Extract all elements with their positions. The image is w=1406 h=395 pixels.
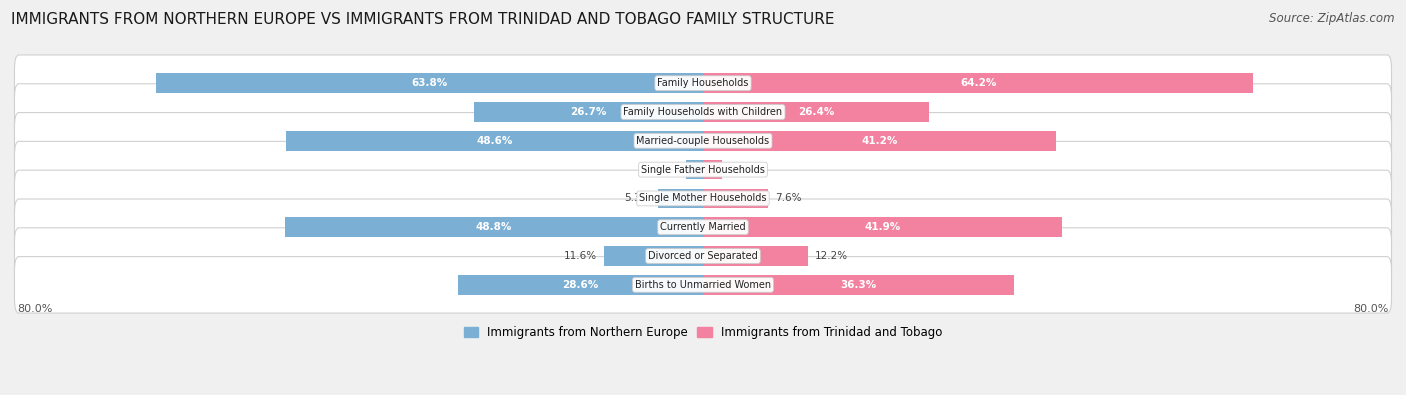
Bar <box>703 189 768 208</box>
Bar <box>703 246 807 266</box>
Text: 80.0%: 80.0% <box>17 304 52 314</box>
Bar <box>474 102 703 122</box>
Bar <box>703 217 1063 237</box>
Bar <box>284 217 703 237</box>
Text: 48.6%: 48.6% <box>477 136 513 146</box>
Text: 2.0%: 2.0% <box>652 165 679 175</box>
Text: 26.7%: 26.7% <box>571 107 607 117</box>
Text: Source: ZipAtlas.com: Source: ZipAtlas.com <box>1270 12 1395 25</box>
Text: 41.9%: 41.9% <box>865 222 901 232</box>
Text: Single Father Households: Single Father Households <box>641 165 765 175</box>
Bar <box>703 131 1056 150</box>
FancyBboxPatch shape <box>14 199 1392 256</box>
Text: Family Households with Children: Family Households with Children <box>623 107 783 117</box>
Text: 26.4%: 26.4% <box>799 107 834 117</box>
FancyBboxPatch shape <box>14 141 1392 198</box>
Text: 7.6%: 7.6% <box>775 194 801 203</box>
Text: Family Households: Family Households <box>658 78 748 88</box>
Bar <box>703 73 1254 93</box>
Text: 41.2%: 41.2% <box>862 136 898 146</box>
FancyBboxPatch shape <box>14 170 1392 227</box>
Bar <box>458 275 703 295</box>
Text: Married-couple Households: Married-couple Households <box>637 136 769 146</box>
FancyBboxPatch shape <box>14 257 1392 313</box>
Bar <box>287 131 703 150</box>
Text: 48.8%: 48.8% <box>475 222 512 232</box>
Bar <box>686 160 703 179</box>
Bar <box>156 73 703 93</box>
Bar <box>658 189 703 208</box>
Text: 2.2%: 2.2% <box>728 165 755 175</box>
FancyBboxPatch shape <box>14 84 1392 140</box>
Text: 63.8%: 63.8% <box>412 78 447 88</box>
Text: IMMIGRANTS FROM NORTHERN EUROPE VS IMMIGRANTS FROM TRINIDAD AND TOBAGO FAMILY ST: IMMIGRANTS FROM NORTHERN EUROPE VS IMMIG… <box>11 12 835 27</box>
Bar <box>603 246 703 266</box>
Text: 5.3%: 5.3% <box>624 194 651 203</box>
Text: 64.2%: 64.2% <box>960 78 997 88</box>
FancyBboxPatch shape <box>14 113 1392 169</box>
Bar <box>703 160 721 179</box>
Text: 11.6%: 11.6% <box>564 251 596 261</box>
Bar <box>703 275 1014 295</box>
FancyBboxPatch shape <box>14 228 1392 284</box>
Legend: Immigrants from Northern Europe, Immigrants from Trinidad and Tobago: Immigrants from Northern Europe, Immigra… <box>458 322 948 344</box>
Text: 28.6%: 28.6% <box>562 280 599 290</box>
Text: Births to Unmarried Women: Births to Unmarried Women <box>636 280 770 290</box>
Text: 12.2%: 12.2% <box>814 251 848 261</box>
Text: 80.0%: 80.0% <box>1354 304 1389 314</box>
FancyBboxPatch shape <box>14 55 1392 111</box>
Text: Single Mother Households: Single Mother Households <box>640 194 766 203</box>
Text: Currently Married: Currently Married <box>661 222 745 232</box>
Text: Divorced or Separated: Divorced or Separated <box>648 251 758 261</box>
Bar <box>703 102 929 122</box>
Text: 36.3%: 36.3% <box>841 280 877 290</box>
